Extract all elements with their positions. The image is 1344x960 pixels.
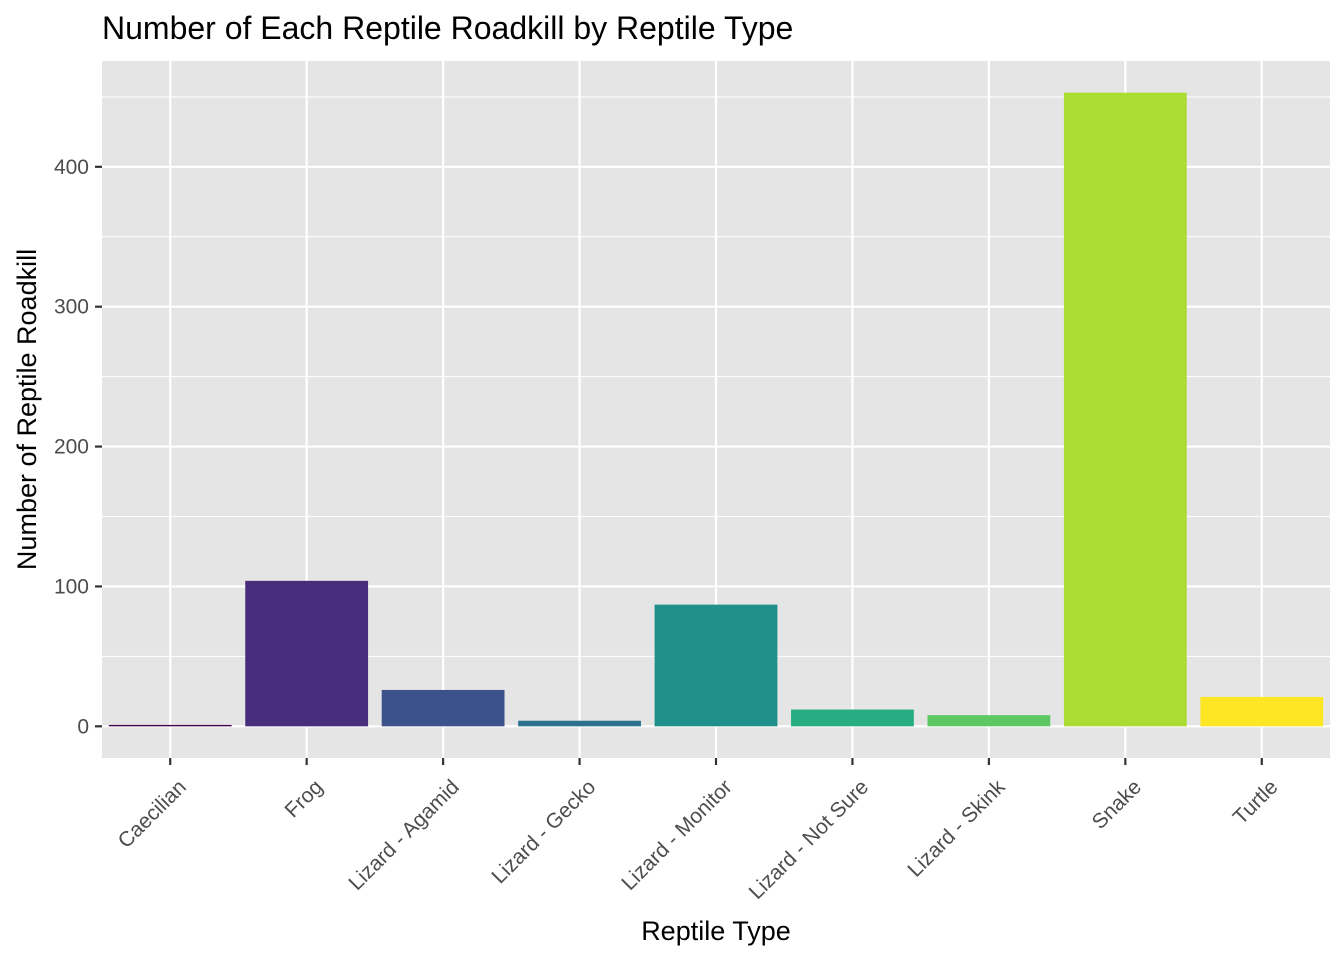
- bar-frog: [245, 580, 369, 727]
- x-axis-title: Reptile Type: [641, 916, 791, 946]
- y-tick-label: 400: [54, 156, 89, 179]
- y-tick-label: 100: [54, 575, 89, 598]
- bar-turtle: [1200, 696, 1324, 727]
- y-axis: 0 100 200 300 400: [54, 156, 102, 738]
- bar-lizard-agamid: [381, 689, 505, 727]
- bar-lizard-monitor: [654, 604, 778, 727]
- bar-caecilian: [108, 724, 232, 727]
- y-tick-label: 200: [54, 436, 89, 459]
- y-axis-title: Number of Reptile Roadkill: [12, 249, 42, 570]
- bar-snake: [1063, 92, 1187, 727]
- bar-lizard-gecko: [518, 720, 641, 727]
- y-tick-label: 300: [54, 296, 89, 319]
- chart-title: Number of Each Reptile Roadkill by Repti…: [102, 10, 793, 46]
- bars: [108, 92, 1324, 727]
- bar-lizard-not-sure: [791, 709, 914, 727]
- y-tick-label: 0: [77, 715, 89, 738]
- bar-lizard-skink: [927, 715, 1051, 727]
